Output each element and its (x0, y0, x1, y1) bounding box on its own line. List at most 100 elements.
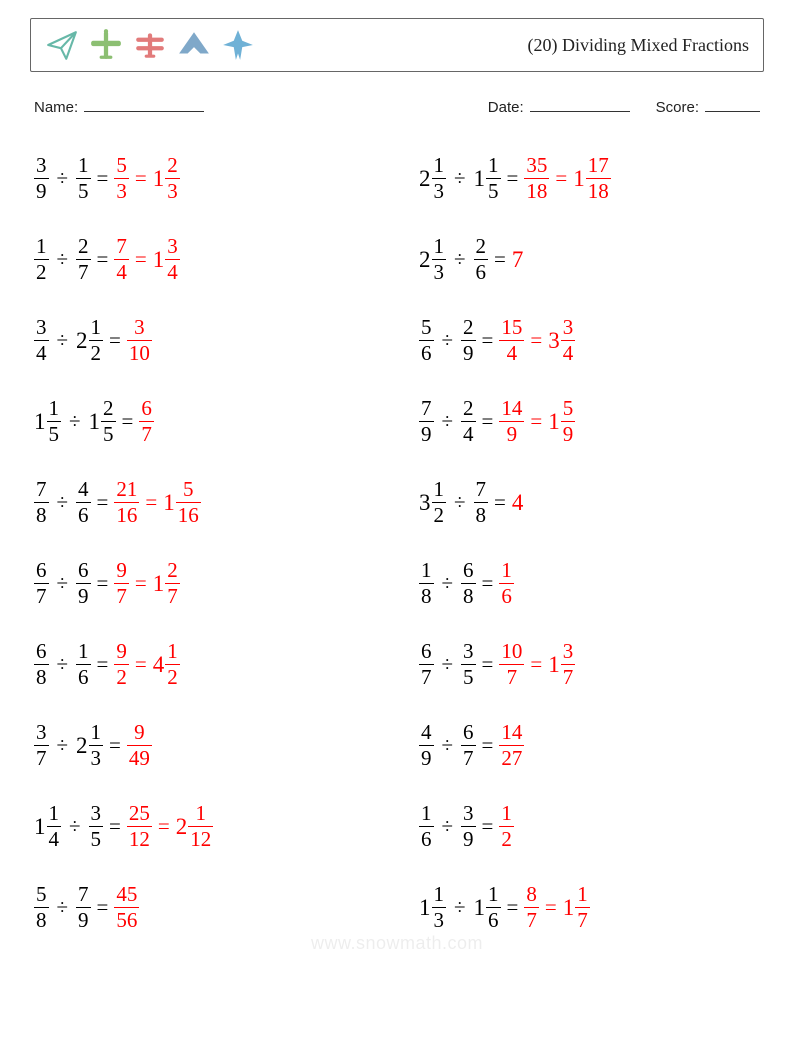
mixed-number: 11718 (573, 154, 611, 203)
mixed-number: 117 (563, 883, 590, 932)
mixed-number: 134 (153, 235, 180, 284)
equals-sign: = (116, 409, 140, 434)
problem-row: 58÷79=4556 (34, 867, 379, 948)
problem-row: 18÷68=16 (419, 543, 764, 624)
fraction: 15 (486, 154, 501, 203)
fraction: 53 (114, 154, 129, 203)
equals-sign: = (476, 652, 500, 677)
divide-sign: ÷ (49, 571, 77, 596)
problem-row: 114÷35=2512=2112 (34, 786, 379, 867)
equals-sign: = (129, 166, 153, 191)
worksheet-title: (20) Dividing Mixed Fractions (528, 35, 749, 56)
divide-sign: ÷ (61, 814, 89, 839)
problem-row: 37÷213=949 (34, 705, 379, 786)
divide-sign: ÷ (49, 652, 77, 677)
problem-row: 78÷46=2116=1516 (34, 462, 379, 543)
fraction: 37 (561, 640, 576, 689)
equals-sign: = (488, 490, 512, 515)
fraction: 13 (432, 154, 447, 203)
name-blank[interactable] (84, 98, 204, 112)
fraction: 68 (461, 559, 476, 608)
fraction: 12 (89, 316, 104, 365)
problem-row: 79÷24=149=159 (419, 381, 764, 462)
divide-sign: ÷ (49, 490, 77, 515)
fraction: 16 (419, 802, 434, 851)
problem-row: 213÷26=7 (419, 219, 764, 300)
mixed-number: 1516 (163, 478, 201, 527)
equals-sign: = (91, 490, 115, 515)
mixed-number: 115 (474, 154, 501, 203)
integer-value: 7 (512, 247, 524, 273)
fraction: 69 (76, 559, 91, 608)
problem-row: 67÷35=107=137 (419, 624, 764, 705)
mixed-number: 159 (548, 397, 575, 446)
equals-sign: = (152, 814, 176, 839)
divide-sign: ÷ (49, 328, 77, 353)
fraction: 29 (461, 316, 476, 365)
fraction: 59 (561, 397, 576, 446)
mixed-number: 213 (76, 721, 103, 770)
divide-sign: ÷ (434, 733, 462, 758)
problem-row: 34÷212=310 (34, 300, 379, 381)
equals-sign: = (524, 409, 548, 434)
date-blank[interactable] (530, 98, 630, 112)
divide-sign: ÷ (446, 895, 474, 920)
equals-sign: = (129, 571, 153, 596)
equals-sign: = (129, 247, 153, 272)
mixed-number: 212 (76, 316, 103, 365)
equals-sign: = (501, 895, 525, 920)
equals-sign: = (91, 247, 115, 272)
fraction: 79 (76, 883, 91, 932)
problem-row: 49÷67=1427 (419, 705, 764, 786)
divide-sign: ÷ (49, 733, 77, 758)
mixed-number: 115 (34, 397, 61, 446)
fraction: 78 (34, 478, 49, 527)
fraction: 67 (419, 640, 434, 689)
fraction: 18 (419, 559, 434, 608)
divide-sign: ÷ (61, 409, 89, 434)
fraction: 17 (575, 883, 590, 932)
fraction: 67 (34, 559, 49, 608)
equals-sign: = (139, 490, 163, 515)
equals-sign: = (91, 895, 115, 920)
problem-column: 39÷15=53=12312÷27=74=13434÷212=310115÷12… (34, 138, 379, 948)
fraction: 34 (561, 316, 576, 365)
score-blank[interactable] (705, 98, 760, 112)
mixed-number: 412 (153, 640, 180, 689)
problem-row: 16÷39=12 (419, 786, 764, 867)
fraction: 2512 (127, 802, 152, 851)
name-label: Name: (34, 99, 78, 116)
fraction: 97 (114, 559, 129, 608)
equals-sign: = (476, 814, 500, 839)
fraction: 68 (34, 640, 49, 689)
fraction: 1718 (586, 154, 611, 203)
fraction: 39 (461, 802, 476, 851)
fraction: 154 (499, 316, 524, 365)
mixed-number: 137 (548, 640, 575, 689)
fraction: 12 (165, 640, 180, 689)
equals-sign: = (91, 652, 115, 677)
fraction: 58 (34, 883, 49, 932)
problems-grid: 39÷15=53=12312÷27=74=13434÷212=310115÷12… (30, 138, 764, 948)
fraction: 74 (114, 235, 129, 284)
equals-sign: = (91, 571, 115, 596)
equals-sign: = (476, 571, 500, 596)
problem-column: 213÷115=3518=11718213÷26=756÷29=154=3347… (419, 138, 764, 948)
fraction: 35 (89, 802, 104, 851)
fraction: 12 (34, 235, 49, 284)
problem-row: 67÷69=97=127 (34, 543, 379, 624)
divide-sign: ÷ (49, 895, 77, 920)
meta-row: Name: Date: Score: (34, 98, 760, 116)
fraction: 310 (127, 316, 152, 365)
equals-sign: = (476, 409, 500, 434)
fraction: 13 (432, 235, 447, 284)
divide-sign: ÷ (434, 814, 462, 839)
mixed-number: 123 (153, 154, 180, 203)
equals-sign: = (103, 733, 127, 758)
fraction: 149 (499, 397, 524, 446)
mixed-number: 114 (34, 802, 61, 851)
mixed-number: 125 (89, 397, 116, 446)
paper-plane-icon (45, 28, 79, 62)
fraction: 37 (34, 721, 49, 770)
fraction: 1427 (499, 721, 524, 770)
